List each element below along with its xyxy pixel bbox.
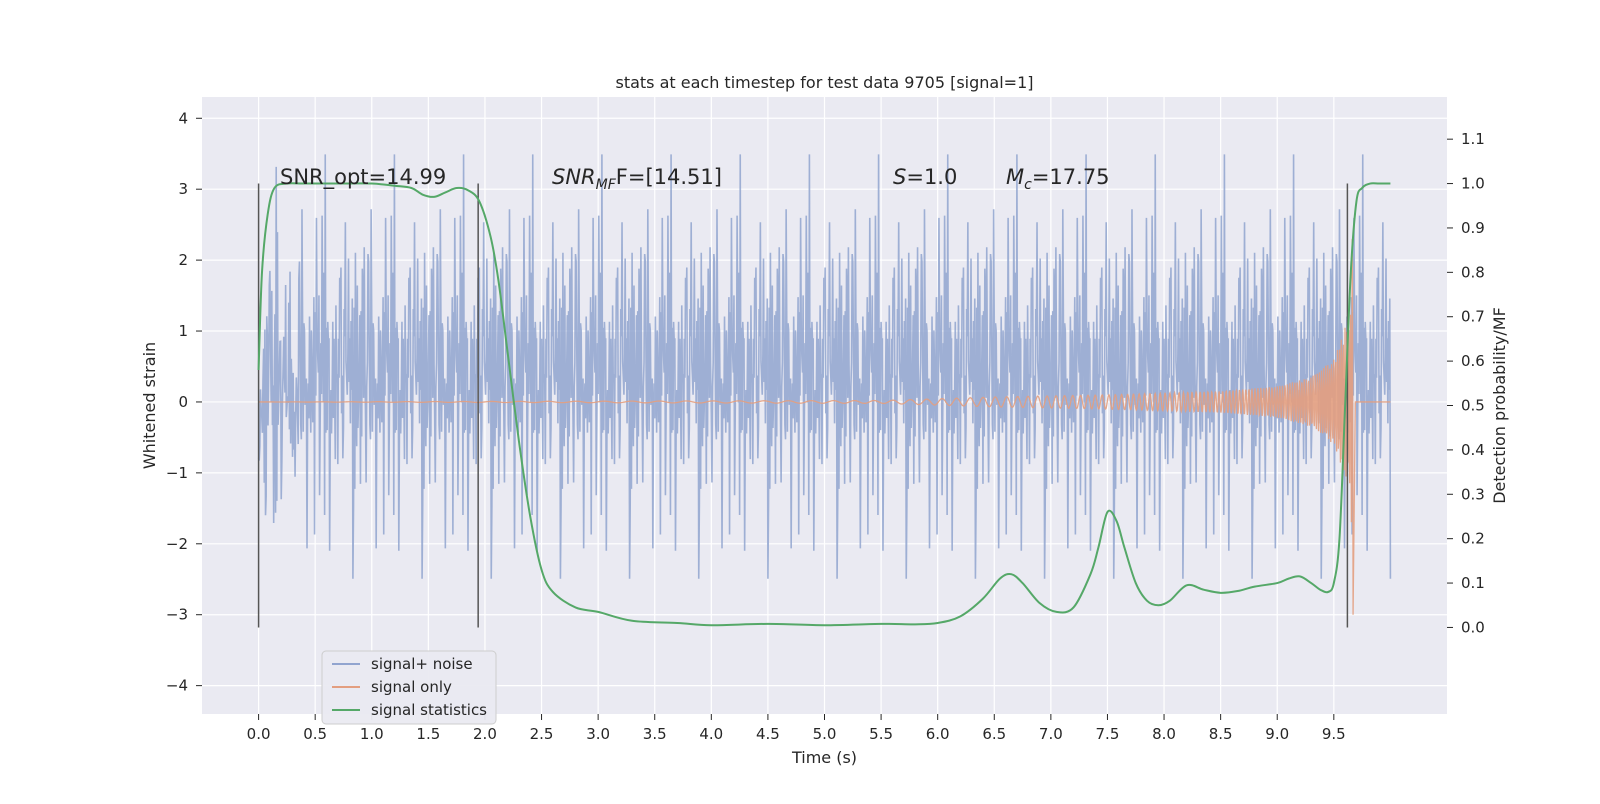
x-tick-label-16: 8.0 — [1152, 725, 1176, 743]
noise-trace — [257, 154, 1392, 579]
annotation-snr-mf: SNRMFF=[14.51] — [552, 165, 722, 193]
x-tick-label-4: 2.0 — [473, 725, 497, 743]
y-left-axis-ticks: 4 3 2 1 0 −1 −2 −3 −4 — [166, 109, 202, 695]
x-tick-label-5: 2.5 — [530, 725, 554, 743]
y-right-tick-label-0: 1.1 — [1461, 130, 1485, 148]
x-tick-label-8: 4.0 — [699, 725, 723, 743]
legend-label-signal-statistics: signal statistics — [371, 701, 487, 719]
x-tick-label-19: 9.5 — [1322, 725, 1346, 743]
y-right-tick-label-2: 0.9 — [1461, 219, 1485, 237]
annotation-s: S=1.0 — [893, 165, 957, 189]
y-left-tick-label-4: 0 — [178, 393, 188, 411]
series-signal-statistics — [257, 182, 1391, 627]
x-tick-label-7: 3.5 — [643, 725, 667, 743]
y-right-axis-ticks: 1.1 1.0 0.9 0.8 0.7 0.6 0.5 0.4 0.3 0.2 0.1 0.0 — [1447, 130, 1485, 636]
y-left-tick-label-0: 4 — [178, 109, 188, 127]
y-left-tick-label-3: 1 — [178, 322, 188, 340]
x-tick-label-17: 8.5 — [1209, 725, 1233, 743]
annotation-snr-mf-suffix: F=[14.51] — [616, 165, 722, 189]
y-right-tick-label-6: 0.5 — [1461, 397, 1485, 415]
annotation-mc-var: M — [1006, 165, 1024, 189]
annotation-snr-mf-prefix: SNR — [552, 165, 596, 189]
y-left-tick-label-6: −2 — [166, 535, 188, 553]
x-tick-label-0: 0.0 — [247, 725, 271, 743]
y-right-tick-label-10: 0.1 — [1461, 574, 1485, 592]
legend-box — [321, 650, 497, 725]
x-tick-label-13: 6.5 — [982, 725, 1006, 743]
x-axis-ticks: 0.0 0.5 1.0 1.5 2.0 2.5 3.0 3.5 4.0 4.5 5.0 5.5 6.0 6… — [247, 714, 1346, 743]
annotation-s-value: =1.0 — [906, 165, 957, 189]
annotation-s-var: S — [893, 165, 906, 189]
y-right-tick-label-5: 0.6 — [1461, 352, 1485, 370]
series-signal-only — [258, 238, 1391, 615]
y-right-tick-label-8: 0.3 — [1461, 485, 1485, 503]
y-right-tick-label-9: 0.2 — [1461, 530, 1485, 548]
y-right-tick-label-1: 1.0 — [1461, 175, 1485, 193]
y-right-tick-label-3: 0.8 — [1461, 263, 1485, 281]
x-tick-label-1: 0.5 — [303, 725, 327, 743]
annotation-mc: Mc=17.75 — [1006, 165, 1110, 193]
y-left-tick-label-8: −4 — [166, 677, 188, 695]
x-tick-label-15: 7.5 — [1096, 725, 1120, 743]
y-left-tick-label-1: 3 — [178, 180, 188, 198]
y-left-tick-label-5: −1 — [166, 464, 188, 482]
x-tick-label-3: 1.5 — [416, 725, 440, 743]
chart-title: stats at each timestep for test data 970… — [615, 73, 1033, 92]
annotation-snr-opt: SNR_opt=14.99 — [280, 165, 446, 190]
annotation-mc-value: =17.75 — [1032, 165, 1110, 189]
y-left-axis-label: Whitened strain — [140, 342, 159, 469]
x-tick-label-6: 3.0 — [586, 725, 610, 743]
y-right-tick-label-7: 0.4 — [1461, 441, 1485, 459]
annotation-snr-mf-sub: MF — [596, 177, 617, 193]
series-signal-plus-noise — [257, 154, 1392, 579]
vertical-markers — [257, 183, 1349, 628]
x-tick-label-11: 5.5 — [869, 725, 893, 743]
legend-label-signal-only: signal only — [371, 678, 452, 696]
x-axis-label: Time (s) — [791, 748, 857, 767]
y-left-tick-label-2: 2 — [178, 251, 188, 269]
y-right-tick-label-4: 0.7 — [1461, 308, 1485, 326]
y-right-axis-label: Detection probability/MF — [1490, 307, 1509, 504]
x-tick-label-9: 4.5 — [756, 725, 780, 743]
y-right-tick-label-11: 0.0 — [1461, 618, 1485, 636]
statistics-trace — [257, 182, 1391, 627]
signal-trace — [258, 238, 1391, 615]
legend-label-signal-plus-noise: signal+ noise — [371, 655, 473, 673]
legend: signal+ noise signal only signal statist… — [321, 650, 497, 725]
x-tick-label-12: 6.0 — [926, 725, 950, 743]
y-left-tick-label-7: −3 — [166, 606, 188, 624]
x-tick-label-14: 7.0 — [1039, 725, 1063, 743]
x-tick-label-10: 5.0 — [813, 725, 837, 743]
annotation-mc-sub: c — [1024, 177, 1032, 193]
x-tick-label-2: 1.0 — [360, 725, 384, 743]
x-tick-label-18: 9.0 — [1265, 725, 1289, 743]
